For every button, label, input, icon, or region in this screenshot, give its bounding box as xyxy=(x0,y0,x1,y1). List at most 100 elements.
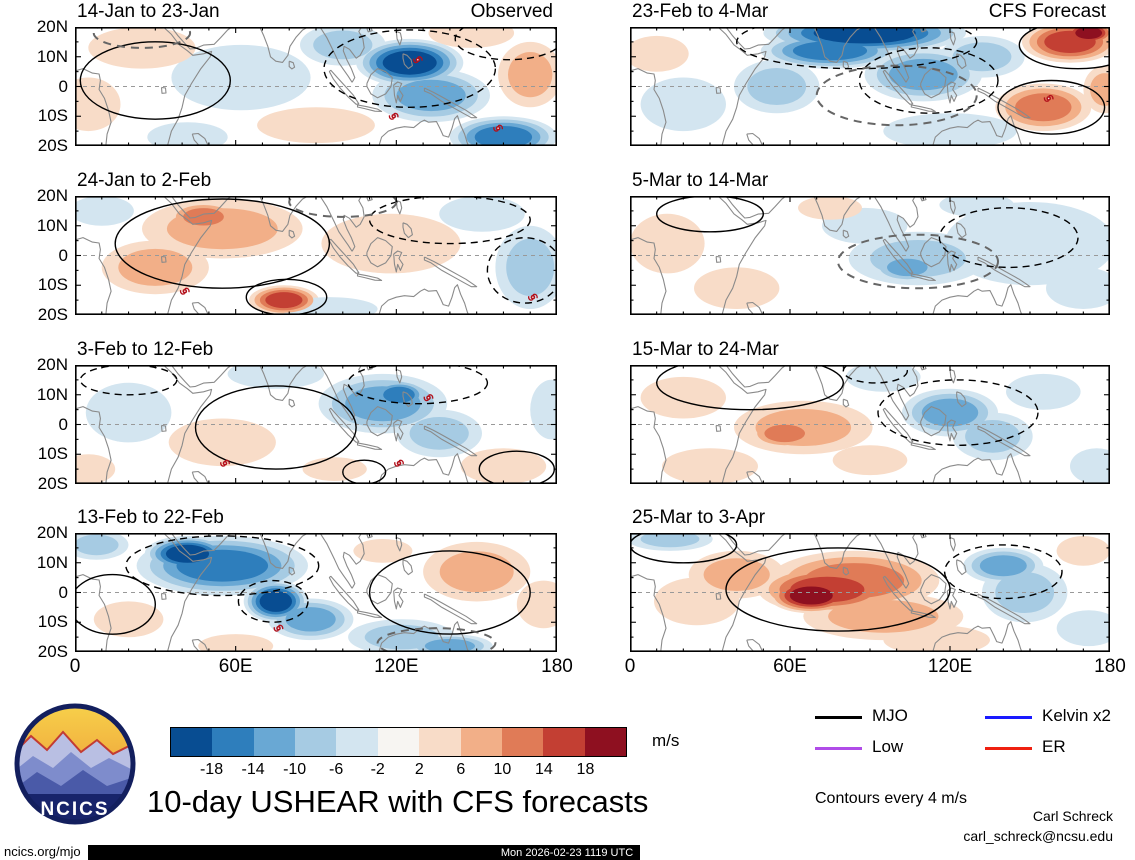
colorbar-label: 6 xyxy=(456,761,466,778)
tropical-cyclone-icon xyxy=(273,624,284,632)
colorbar-segment xyxy=(253,728,296,756)
credit-email: carl_schreck@ncsu.edu xyxy=(963,828,1113,844)
y-axis-label: 20N xyxy=(36,17,68,36)
legend-label: Low xyxy=(872,737,904,756)
y-axis-label: 20S xyxy=(37,136,68,155)
x-axis-label: 0 xyxy=(69,656,81,677)
colorbar-segment xyxy=(336,728,378,756)
wave-contour-lines xyxy=(736,27,1110,135)
panel-title-2: 24-Jan to 2-Feb xyxy=(77,170,212,191)
colorbar-units: m/s xyxy=(652,731,680,750)
tropical-cyclone-icon xyxy=(220,459,230,467)
map-panel-6 xyxy=(630,196,1110,315)
panel-title-1: 14-Jan to 23-Jan xyxy=(77,1,220,22)
colorbar-segment xyxy=(377,728,420,756)
map-panel-4 xyxy=(75,533,557,652)
anomaly-fill-layer xyxy=(75,533,557,652)
storm-markers xyxy=(1043,94,1054,102)
map-svg-1 xyxy=(75,27,557,146)
y-axis-label: 20S xyxy=(37,642,68,661)
observed-label: Observed xyxy=(470,1,553,22)
logo-ridge-line xyxy=(17,730,133,756)
credit-name: Carl Schreck xyxy=(1032,808,1113,824)
anomaly-fill-layer xyxy=(630,27,1110,146)
wave-contour-lines xyxy=(630,533,1063,632)
anomaly-fill-layer xyxy=(640,365,1110,484)
wave-contour-lines xyxy=(656,365,1039,446)
map-svg-4 xyxy=(75,533,557,652)
tropical-cyclone-icon xyxy=(179,287,190,295)
legend-line-low xyxy=(815,747,862,750)
map-panel-1 xyxy=(75,27,557,146)
footer-site: ncics.org/mjo xyxy=(4,844,81,859)
y-axis-label: 20N xyxy=(36,186,68,205)
coastlines xyxy=(630,196,1031,315)
colorbar-segment xyxy=(295,728,337,756)
x-axis-label: 60E xyxy=(218,656,253,677)
legend-label: ER xyxy=(1042,737,1066,756)
legend-label: Kelvin x2 xyxy=(1042,706,1111,725)
x-axis-label: 120E xyxy=(374,656,419,677)
y-axis-label: 0 xyxy=(58,245,68,265)
map-panel-2 xyxy=(75,196,557,315)
y-axis-label: 10N xyxy=(36,384,68,404)
y-axis-label: 20S xyxy=(37,305,68,324)
map-panel-3 xyxy=(75,365,557,484)
wave-contour-lines xyxy=(75,535,531,652)
anomaly-fill-layer xyxy=(75,27,557,146)
storm-markers xyxy=(220,394,434,467)
wave-contour-lines xyxy=(656,196,1079,290)
tropical-cyclone-icon xyxy=(388,112,399,120)
legend-line-kelvin-x2 xyxy=(985,716,1032,719)
panel-title-6: 5-Mar to 14-Mar xyxy=(632,170,769,191)
storm-markers xyxy=(179,287,538,301)
tropical-cyclone-icon xyxy=(423,394,434,402)
x-axis-label: 180 xyxy=(1094,656,1126,677)
x-axis-label: 120E xyxy=(927,656,973,677)
y-axis-label: 10N xyxy=(36,552,68,572)
legend-line-er xyxy=(985,747,1032,750)
colorbar-segment xyxy=(584,728,626,756)
logo-text: NCICS xyxy=(40,799,109,820)
map-panel-8 xyxy=(630,533,1110,652)
map-panel-5 xyxy=(630,27,1110,146)
tropical-cyclone-icon xyxy=(412,56,423,64)
y-axis-label: 20N xyxy=(36,355,68,374)
colorbar-segment xyxy=(171,728,213,756)
x-axis-label: 0 xyxy=(624,656,636,677)
colorbar-label: 18 xyxy=(576,761,595,778)
wave-contour-lines xyxy=(79,27,557,120)
colorbar-label: -10 xyxy=(283,761,307,778)
footer-bar xyxy=(88,845,640,860)
panel-title-7: 15-Mar to 24-Mar xyxy=(632,339,779,360)
forecast-label: CFS Forecast xyxy=(988,1,1106,22)
footer-timestamp: Mon 2026-02-23 1119 UTC xyxy=(500,847,634,859)
y-axis-label: 10S xyxy=(37,106,68,126)
colorbar-label: 10 xyxy=(493,761,512,778)
contour-interval-note: Contours every 4 m/s xyxy=(815,790,968,807)
tropical-cyclone-icon xyxy=(1043,94,1054,102)
panel-title-4: 13-Feb to 22-Feb xyxy=(77,507,224,528)
colorbar-label: -14 xyxy=(241,761,265,778)
storm-markers xyxy=(273,624,284,632)
colorbar xyxy=(170,727,627,757)
panel-title-5: 23-Feb to 4-Mar xyxy=(632,1,769,22)
tropical-cyclone-icon xyxy=(394,459,404,467)
map-svg-3 xyxy=(75,365,557,484)
tropical-cyclone-icon xyxy=(528,293,538,301)
colorbar-segment xyxy=(419,728,461,756)
map-svg-8 xyxy=(630,533,1110,652)
y-axis-label: 0 xyxy=(58,414,68,434)
colorbar-label: -6 xyxy=(329,761,344,778)
map-svg-5 xyxy=(630,27,1110,146)
y-axis-label: 10S xyxy=(37,275,68,295)
y-axis-label: 20S xyxy=(37,474,68,493)
colorbar-segment xyxy=(212,728,254,756)
ncics-logo: NCICS xyxy=(14,703,136,825)
panel-title-8: 25-Mar to 3-Apr xyxy=(632,507,766,528)
coastlines xyxy=(75,533,478,652)
colorbar-segment xyxy=(460,728,502,756)
y-axis-label: 10N xyxy=(36,46,68,66)
y-axis-label: 10S xyxy=(37,612,68,632)
main-title: 10-day USHEAR with CFS forecasts xyxy=(147,784,649,819)
